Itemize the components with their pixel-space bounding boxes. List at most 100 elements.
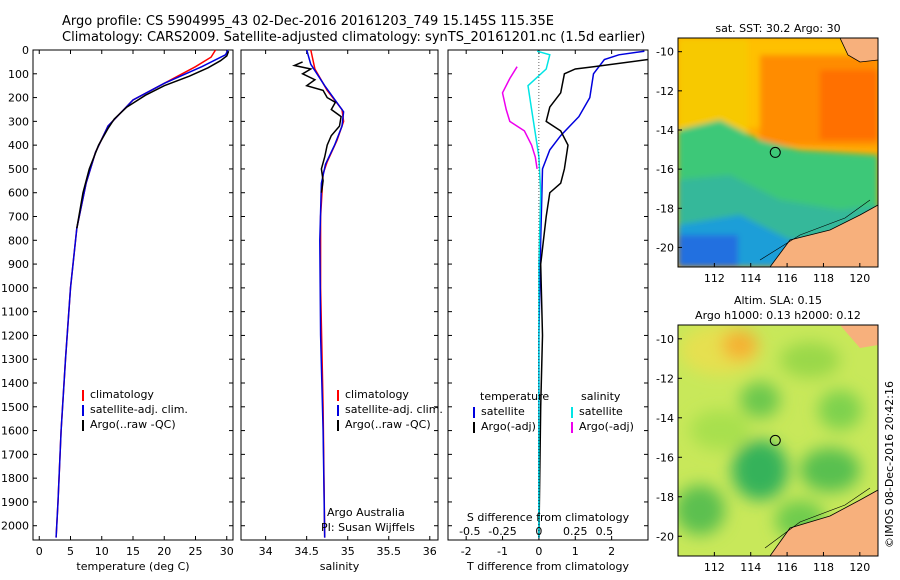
map-x-tick-label: 116 (777, 272, 798, 285)
temperature-panel: 0 5 10 15 20 25 30 temperature (deg C) 0 100 200 30… (1, 44, 234, 573)
x-tick-label: 15 (126, 545, 140, 558)
y-tick-label: 600 (8, 187, 29, 200)
map-y-tick-label: -18 (656, 202, 674, 215)
y-tick-label: 1900 (1, 496, 29, 509)
series-line-s-argo-adj- (501, 66, 538, 170)
series-line-t-satellite (538, 50, 645, 538)
imos-watermark: ©IMOS 08-Dec-2016 20:42:16 (883, 381, 896, 548)
x-tick-label: 30 (220, 545, 234, 558)
x-tick-label: 20 (157, 545, 171, 558)
legend-title-salinity: salinity (581, 390, 621, 403)
sla-map-axes: 112 114 116 118 120 -10 -12 -14 -16 -18 -20 Altim. … (656, 294, 879, 574)
series-line-satellite-adj-clim- (55, 49, 229, 538)
legend-entry: Argo(-adj) (579, 420, 634, 433)
series-line-argo-raw-qc- (291, 61, 342, 193)
legend-entry: satellite-adj. clim. (345, 403, 443, 416)
y-tick-label: 1200 (1, 329, 29, 342)
y-tick-label: 800 (8, 234, 29, 247)
series-line-climatology (310, 49, 345, 538)
legend-entry: Argo(..raw -QC) (345, 418, 431, 431)
figure-title-line2: Climatology: CARS2009. Satellite-adjuste… (62, 30, 646, 45)
differences-frame (447, 49, 649, 541)
differences-panel: -2 -1 0 1 2 T difference from climatology -0.5… (447, 49, 649, 573)
map-y-tick-label: -18 (656, 491, 674, 504)
series-line-argo-raw-qc- (76, 50, 230, 229)
series-line-satellite-adj-clim- (305, 49, 345, 538)
map-y-tick-label: -14 (656, 124, 674, 137)
map-x-tick-label: 116 (777, 561, 798, 574)
y-tick-label: 100 (8, 68, 29, 81)
x-tick-label: -1 (497, 545, 508, 558)
top-tick-label: 0.25 (563, 525, 588, 538)
y-tick-label: 1700 (1, 448, 29, 461)
y-tick-label: 1100 (1, 306, 29, 319)
map-y-tick-label: -16 (656, 163, 674, 176)
argo-position-marker (769, 434, 781, 446)
x-tick-label: 25 (189, 545, 203, 558)
legend-entry: satellite (481, 405, 525, 418)
legend-entry: satellite (579, 405, 623, 418)
map-y-tick-label: -12 (656, 85, 674, 98)
legend-title-temperature: temperature (480, 390, 549, 403)
differences-xlabel: T difference from climatology (466, 560, 629, 573)
x-tick-label: 34 (259, 545, 273, 558)
x-tick-label: 35 (341, 545, 355, 558)
map-x-tick-label: 120 (849, 272, 870, 285)
sla-map (678, 325, 878, 556)
y-tick-label: 1800 (1, 472, 29, 485)
map-y-tick-label: -20 (656, 241, 674, 254)
y-tick-label: 300 (8, 115, 29, 128)
sla-map-frame (677, 324, 879, 557)
series-line-t-argo-adj- (538, 58, 649, 538)
top-tick-label: -0.25 (488, 525, 516, 538)
legend-entry: Argo(-adj) (481, 420, 536, 433)
differences-xlabel-top: S difference from climatology (467, 511, 630, 524)
legend-entry: climatology (345, 388, 409, 401)
salinity-frame (240, 49, 439, 541)
map-x-tick-label: 114 (740, 272, 761, 285)
x-tick-label: 34.5 (294, 545, 319, 558)
map-x-tick-label: 118 (813, 272, 834, 285)
y-tick-label: 400 (8, 139, 29, 152)
map-x-tick-label: 120 (849, 561, 870, 574)
y-tick-label: 1400 (1, 377, 29, 390)
map-title: sat. SST: 30.2 Argo: 30 (715, 22, 840, 35)
salinity-panel: 34 34.5 35 35.5 36 salinity climatology satelli… (240, 49, 443, 573)
series-line-climatology (55, 49, 217, 538)
y-tick-label: 0 (22, 44, 29, 57)
map-x-tick-label: 118 (813, 561, 834, 574)
top-tick-label: 0 (535, 525, 542, 538)
x-tick-label: 5 (67, 545, 74, 558)
map-y-tick-label: -20 (656, 530, 674, 543)
annotation-line: Argo Australia (327, 506, 405, 519)
x-tick-label: 0 (535, 545, 542, 558)
y-tick-label: 500 (8, 163, 29, 176)
x-tick-label: -2 (461, 545, 472, 558)
y-tick-label: 1600 (1, 425, 29, 438)
map-x-tick-label: 112 (704, 561, 725, 574)
top-tick-label: -0.5 (459, 525, 480, 538)
y-tick-label: 1300 (1, 353, 29, 366)
map-x-tick-label: 112 (704, 272, 725, 285)
legend-entry: satellite-adj. clim. (90, 403, 188, 416)
salinity-xlabel: salinity (320, 560, 360, 573)
map-y-tick-label: -12 (656, 372, 674, 385)
map-y-tick-label: -14 (656, 412, 674, 425)
figure-title-line1: Argo profile: CS 5904995_43 02-Dec-2016 … (62, 14, 554, 29)
x-tick-label: 0 (36, 545, 43, 558)
y-tick-label: 200 (8, 92, 29, 105)
temperature-frame (32, 49, 234, 541)
map-title: Argo h1000: 0.13 h2000: 0.12 (695, 309, 861, 322)
temperature-xlabel: temperature (deg C) (76, 560, 189, 573)
y-tick-label: 1000 (1, 282, 29, 295)
sst-map (678, 38, 878, 267)
y-tick-label: 700 (8, 211, 29, 224)
x-tick-label: 10 (95, 545, 109, 558)
argo-position-marker (769, 146, 781, 158)
annotation-line: PI: Susan Wijffels (321, 521, 415, 534)
legend-entry: climatology (90, 388, 154, 401)
legend-entry: Argo(..raw -QC) (90, 418, 176, 431)
y-tick-label: 2000 (1, 520, 29, 533)
sst-map-axes: 112 114 116 118 120 -10 -12 -14 -16 -18 -20 sat. SS… (656, 22, 879, 285)
